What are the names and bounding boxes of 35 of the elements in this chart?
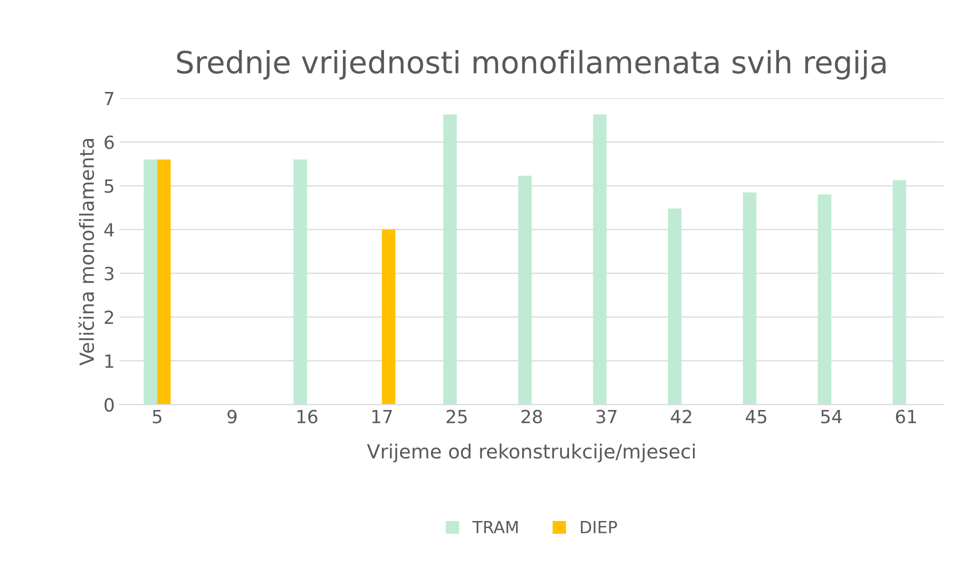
x-tick-label: 42	[670, 410, 692, 424]
bar	[518, 176, 532, 405]
x-tick-label: 5	[152, 410, 162, 424]
x-tick-label: 45	[746, 410, 766, 424]
legend-label: TRAM	[472, 521, 518, 534]
x-tick-label: 28	[522, 410, 542, 424]
y-tick-label: 5	[104, 179, 114, 193]
bar	[294, 160, 307, 405]
x-tick-label: 16	[297, 410, 318, 424]
y-tick-label: 2	[104, 310, 114, 324]
y-tick-label: 1	[105, 354, 114, 368]
y-tick-label: 7	[104, 92, 114, 106]
bar	[157, 160, 171, 405]
bar	[593, 114, 607, 405]
y-tick-label: 4	[104, 223, 114, 236]
bar	[668, 208, 682, 405]
bar	[382, 230, 396, 405]
y-tick-label: 6	[104, 135, 114, 150]
bar	[892, 180, 906, 405]
y-tick-label: 0	[104, 398, 114, 412]
bar	[443, 114, 457, 405]
x-tick-label: 9	[227, 410, 237, 424]
x-tick-label: 17	[372, 410, 392, 424]
x-tick-label: 61	[896, 410, 916, 424]
bar	[144, 160, 158, 405]
bar	[742, 192, 756, 405]
bar	[818, 194, 832, 405]
y-tick-label: 3	[104, 266, 114, 280]
x-axis-title: Vrijeme od rekonstrukcije/mjeseci	[366, 444, 695, 462]
chart-title: Srednje vrijednosti monofilamenata svih regija	[177, 50, 886, 80]
x-tick-label: 54	[821, 410, 842, 424]
y-axis-title: Veličina monofilamenta	[78, 138, 94, 366]
x-tick-label: 37	[596, 410, 617, 424]
x-tick-label: 25	[446, 410, 467, 424]
legend-label: DIEP	[580, 521, 618, 534]
